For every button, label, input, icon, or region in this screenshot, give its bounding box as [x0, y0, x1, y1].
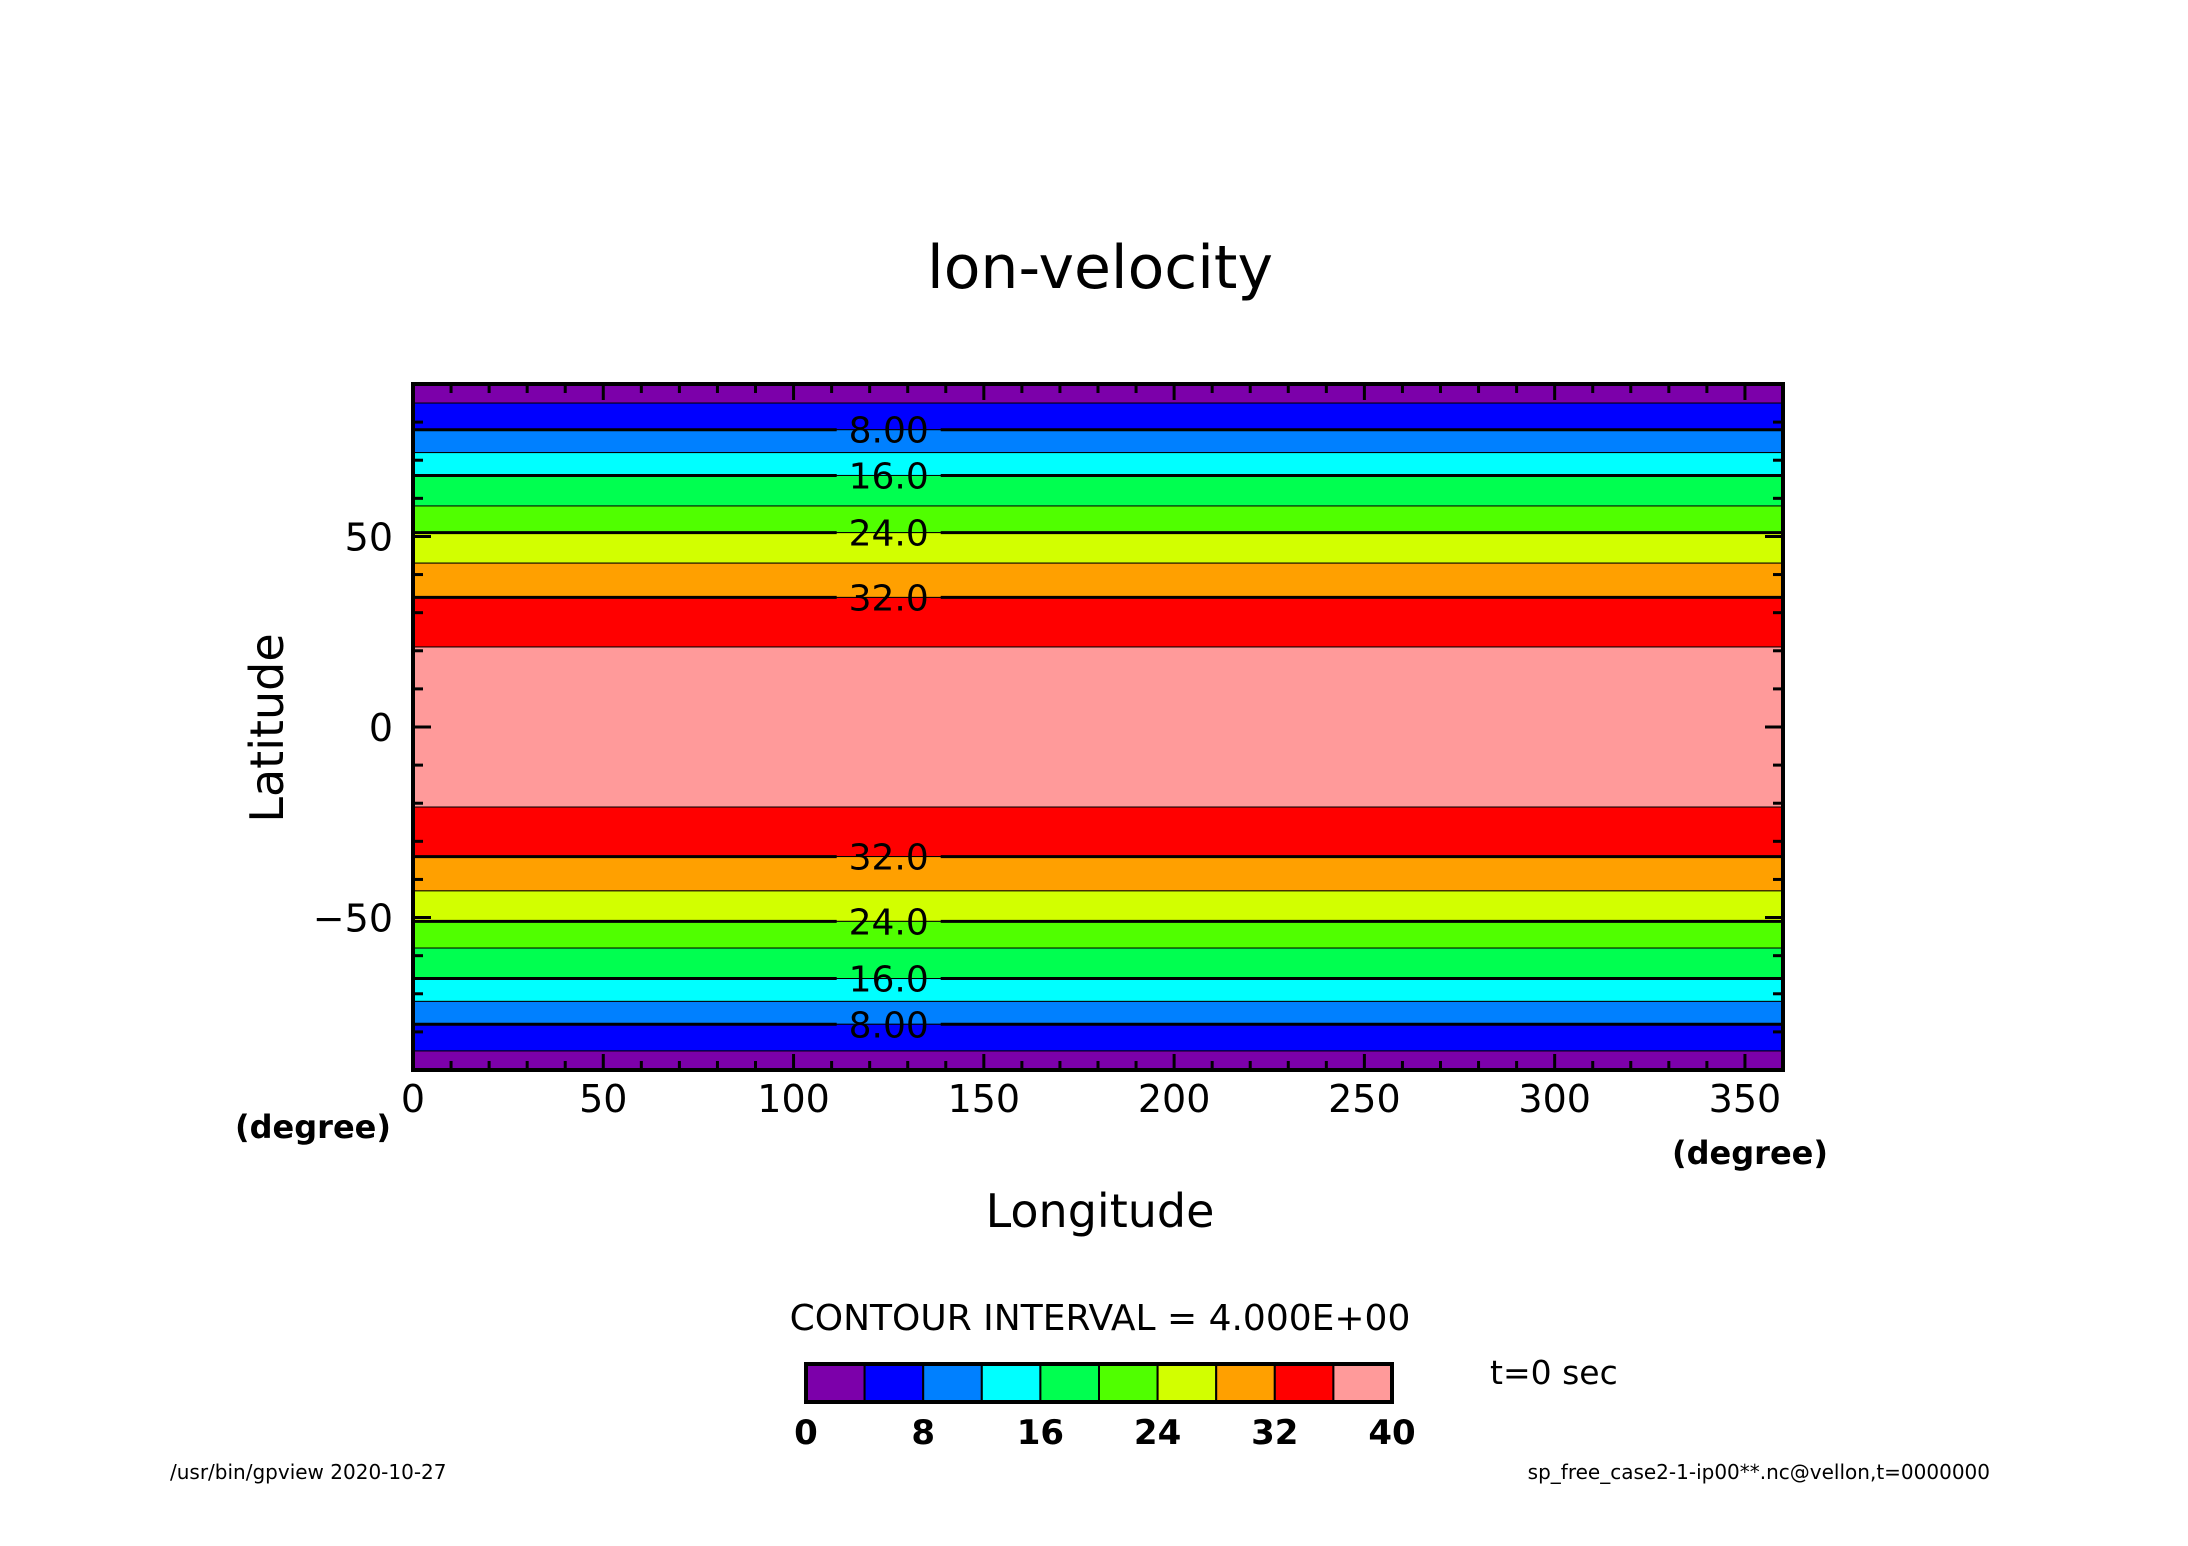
contour-interval-text: CONTOUR INTERVAL = 4.000E+00: [790, 1298, 1411, 1339]
colorbar-frame: [804, 1362, 1394, 1404]
contour-label: 32.0: [849, 578, 929, 619]
colorbar-tick-label: 0: [794, 1413, 818, 1453]
contour-band: [412, 646, 1784, 808]
x-tick-label: 200: [1138, 1077, 1211, 1121]
x-tick-label: 0: [401, 1077, 425, 1121]
x-axis-unit: (degree): [1672, 1134, 1828, 1172]
colorbar: 0 8 16 24 32 40: [794, 1362, 1416, 1453]
footer-right-label: sp_free_case2-1-ip00**.nc@vellon,t=00000…: [1528, 1460, 1990, 1484]
footer-left-label: /usr/bin/gpview 2020-10-27: [170, 1460, 447, 1484]
contour-band: [412, 532, 1784, 564]
y-axis: −50 0 50: [313, 382, 1783, 1072]
contour-label: 32.0: [849, 838, 929, 879]
contour-band: [412, 920, 1784, 949]
contour-label: 16.0: [849, 960, 929, 1001]
contour-band: [412, 562, 1784, 598]
chart-title: lon-velocity: [927, 233, 1273, 303]
y-axis-unit: (degree): [235, 1108, 391, 1146]
x-tick-label: 350: [1709, 1077, 1782, 1121]
contour-band: [412, 856, 1784, 892]
time-label: t=0 sec: [1490, 1353, 1618, 1392]
colorbar-tick-label: 8: [911, 1413, 935, 1453]
contour-band: [412, 806, 1784, 858]
y-axis-label: Latitude: [240, 633, 294, 822]
colorbar-tick-label: 24: [1134, 1413, 1181, 1453]
contour-label: 8.00: [849, 1005, 929, 1046]
x-tick-label: 100: [757, 1077, 830, 1121]
colorbar-swatch: [1332, 1363, 1394, 1403]
x-tick-label: 300: [1518, 1077, 1591, 1121]
y-tick-label: 50: [345, 515, 393, 559]
contour-band: [412, 505, 1784, 534]
colorbar-tick-label: 32: [1251, 1413, 1298, 1453]
colorbar-swatch: [1215, 1363, 1276, 1403]
x-tick-label: 250: [1328, 1077, 1401, 1121]
contour-band: [412, 1023, 1784, 1052]
colorbar-tick-label: 40: [1368, 1413, 1415, 1453]
x-axis-label: Longitude: [986, 1184, 1215, 1238]
contour-band: [412, 1000, 1784, 1025]
x-axis: 0 50 100 150 200 250 300 350: [401, 384, 1785, 1121]
colorbar-tick-label: 16: [1017, 1413, 1064, 1453]
contour-band: [412, 429, 1784, 454]
contour-band: [412, 978, 1784, 1002]
contour-band: [412, 890, 1784, 922]
contour-band: [412, 474, 1784, 507]
contour-label: 8.00: [849, 411, 929, 452]
contour-band: [412, 947, 1784, 980]
y-tick-label: −50: [313, 897, 393, 941]
colorbar-swatch: [1098, 1363, 1159, 1403]
x-tick-label: 50: [579, 1077, 627, 1121]
colorbar-swatch: [922, 1363, 983, 1403]
contour-label: 24.0: [849, 514, 929, 555]
x-tick-label: 150: [948, 1077, 1021, 1121]
colorbar-swatch: [980, 1363, 1042, 1403]
y-tick-label: 0: [369, 706, 393, 750]
colorbar-swatch: [805, 1363, 866, 1403]
contour-band: [412, 402, 1784, 431]
colorbar-swatch: [863, 1363, 925, 1403]
contour-band: [412, 596, 1784, 648]
colorbar-swatch: [1156, 1363, 1218, 1403]
contour-label: 24.0: [849, 902, 929, 943]
contour-label: 16.0: [849, 456, 929, 497]
colorbar-swatch: [1273, 1363, 1335, 1403]
colorbar-swatch: [1039, 1363, 1101, 1403]
contour-band: [412, 452, 1784, 476]
